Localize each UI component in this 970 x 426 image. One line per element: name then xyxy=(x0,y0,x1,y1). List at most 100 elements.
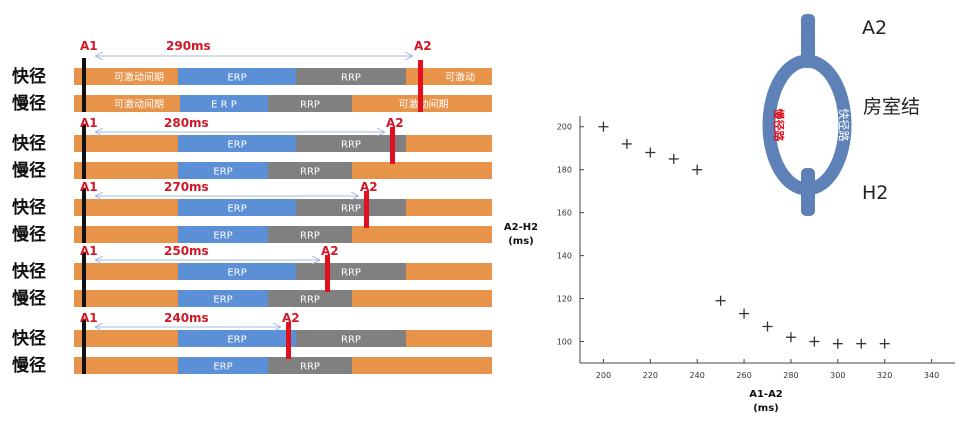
a1-label: A1 xyxy=(80,39,98,53)
y-tick-label: 180 xyxy=(557,166,572,175)
data-point xyxy=(692,164,703,175)
y-tick-label: 120 xyxy=(557,295,572,304)
fast-rrp-segment xyxy=(296,68,406,85)
data-point xyxy=(621,138,632,149)
fast-pathway-label-vertical: 快径路 xyxy=(837,109,850,142)
fast-rrp-label: RRP xyxy=(341,268,361,279)
data-point xyxy=(645,147,656,158)
fast-erp-label: ERP xyxy=(227,73,246,84)
slow-rrp-segment xyxy=(268,95,352,112)
slow-pathway-label-vertical: 慢径路 xyxy=(772,109,786,143)
fast-pathway-label: 快径 xyxy=(12,197,46,218)
a2-marker xyxy=(286,322,291,359)
interval-label: 240ms xyxy=(164,311,209,325)
fast-rrp-segment xyxy=(296,135,406,152)
slow-rrp-label: RRP xyxy=(300,295,320,306)
a1-marker xyxy=(82,58,86,112)
a1-label: A1 xyxy=(80,311,98,325)
fast-rrp-segment xyxy=(296,263,406,280)
slow-rrp-label: RRP xyxy=(300,167,320,178)
slow-erp-segment xyxy=(178,162,268,179)
slow-erp-segment xyxy=(180,95,268,112)
a2-label: A2 xyxy=(414,39,432,53)
a1-label: A1 xyxy=(80,116,98,130)
slow-erp_spaced-label: E R P xyxy=(211,100,237,111)
slow-erp-label: ERP xyxy=(213,295,232,306)
interval-label: 270ms xyxy=(164,180,209,194)
x-tick-label: 240 xyxy=(690,371,705,380)
fast-rrp-segment xyxy=(296,199,406,216)
slow-rrp-label: RRP xyxy=(300,231,320,242)
a1-marker xyxy=(82,189,86,243)
fast-erp-segment xyxy=(178,199,296,216)
a2-label: A2 xyxy=(360,180,378,194)
x-tick-label: 320 xyxy=(877,371,892,380)
data-point xyxy=(832,338,843,349)
fast-rrp-label: RRP xyxy=(341,335,361,346)
slow-pathway-label: 慢径 xyxy=(12,224,46,245)
fast-rrp-label: RRP xyxy=(341,204,361,215)
a1-label: A1 xyxy=(80,180,98,194)
av-bottom-label: H2 xyxy=(862,182,888,204)
data-point xyxy=(856,338,867,349)
fast-erp-segment xyxy=(178,330,296,347)
slow-erp-label: ERP xyxy=(213,167,232,178)
x-tick-label: 340 xyxy=(924,371,939,380)
x-axis-label: A1-A2 xyxy=(749,389,783,400)
a2-marker xyxy=(418,60,423,112)
fast-pathway-label: 快径 xyxy=(12,66,46,87)
x-axis-unit: (ms) xyxy=(753,403,779,414)
a2-label: A2 xyxy=(282,311,300,325)
slow-rrp-segment xyxy=(268,290,352,307)
data-point xyxy=(809,336,820,347)
data-point xyxy=(598,121,609,132)
fast-erp-label: ERP xyxy=(227,140,246,151)
y-tick-label: 200 xyxy=(557,123,572,132)
fast-erp-label: ERP xyxy=(227,335,246,346)
x-tick-label: 220 xyxy=(643,371,658,380)
data-point xyxy=(739,308,750,319)
slow-rrp-segment xyxy=(268,226,352,243)
interval-label: 250ms xyxy=(164,244,209,258)
slow-erp-segment xyxy=(178,226,268,243)
interval-label: 280ms xyxy=(164,116,209,130)
av-node-ring xyxy=(762,54,852,196)
data-point xyxy=(879,338,890,349)
fast-erp-segment xyxy=(178,263,296,280)
x-tick-label: 280 xyxy=(783,371,798,380)
fast-pathway-label: 快径 xyxy=(12,328,46,349)
slow-erp-segment xyxy=(178,290,268,307)
av-node-name: 房室结 xyxy=(863,96,920,118)
slow-rrp-segment xyxy=(268,162,352,179)
slow-excitable-label: 可激动间期 xyxy=(399,98,449,111)
fast-erp-segment xyxy=(178,135,296,152)
slow-excitable-label: 可激动间期 xyxy=(114,98,164,111)
fast-rrp-label: RRP xyxy=(341,140,361,151)
av-top-label: A2 xyxy=(862,17,887,39)
data-point xyxy=(762,321,773,332)
slow-pathway-label: 慢径 xyxy=(12,288,46,309)
a1-label: A1 xyxy=(80,244,98,258)
data-point xyxy=(715,295,726,306)
data-point xyxy=(785,332,796,343)
his-top-stem xyxy=(801,14,815,68)
fast-erp-label: ERP xyxy=(227,268,246,279)
data-point xyxy=(668,153,679,164)
a2-marker xyxy=(364,191,369,228)
fast-pathway-label: 快径 xyxy=(12,133,46,154)
y-tick-label: 100 xyxy=(557,338,572,347)
slow-rrp-label: RRP xyxy=(300,100,320,111)
fast-rrp-label: RRP xyxy=(341,73,361,84)
x-tick-label: 260 xyxy=(736,371,751,380)
interval-label: 290ms xyxy=(166,39,211,53)
slow-erp-segment xyxy=(178,357,268,374)
a1-marker xyxy=(82,253,86,307)
slow-erp-label: ERP xyxy=(213,231,232,242)
